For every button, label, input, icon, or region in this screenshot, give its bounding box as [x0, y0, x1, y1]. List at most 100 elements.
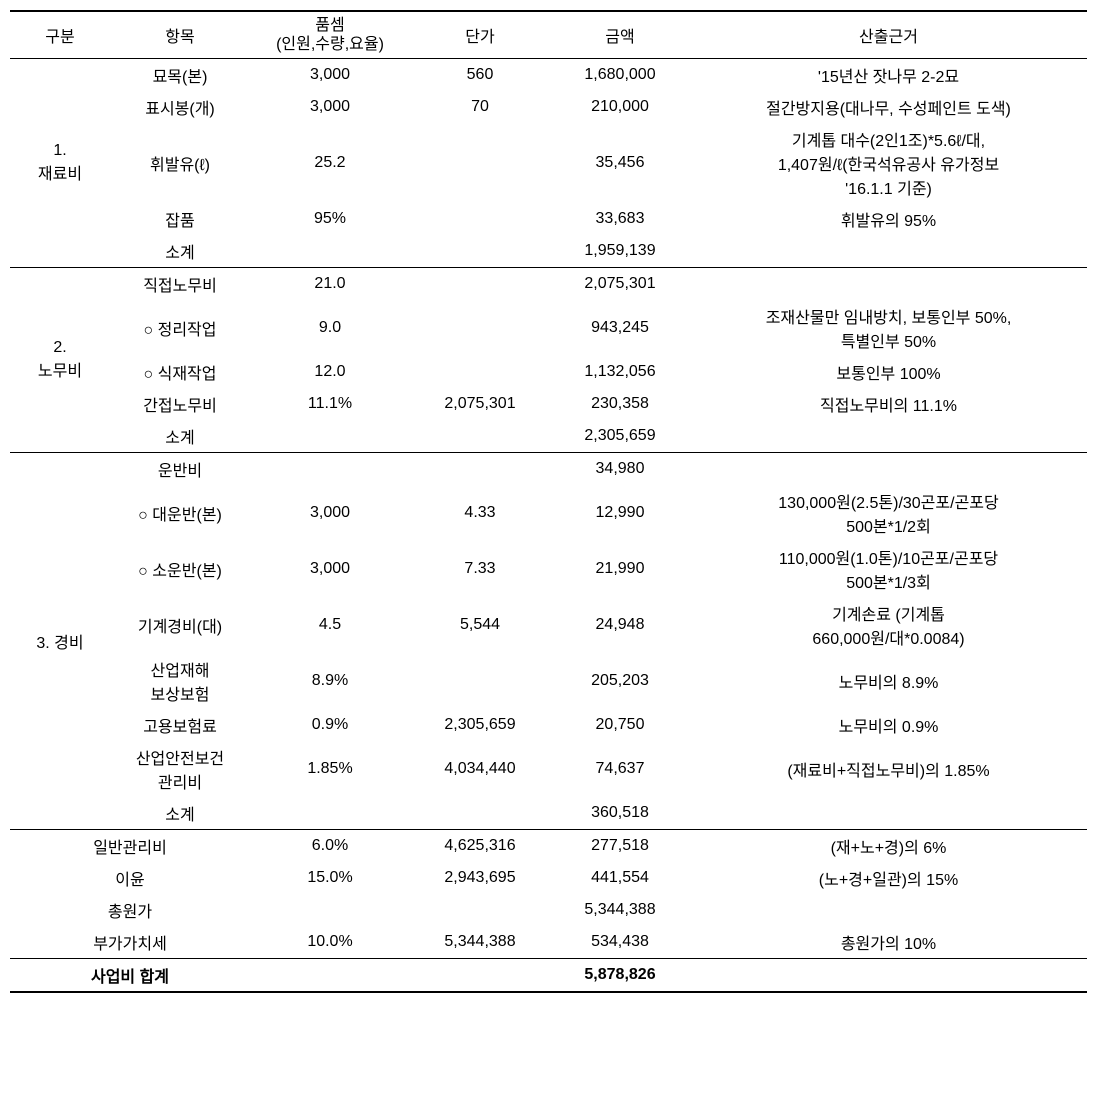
cost-table: 구분 항목 품셈 (인원,수량,요율) 단가 금액 산출근거 1. 재료비 묘목…	[10, 10, 1087, 993]
unit-cell: 4.33	[410, 485, 550, 541]
amount-cell: 1,680,000	[550, 59, 690, 92]
table-row: 잡품 95% 33,683 휘발유의 95%	[10, 203, 1087, 235]
amount-cell: 35,456	[550, 123, 690, 203]
amount-cell: 534,438	[550, 926, 690, 959]
item-cell: ○ 소운반(본)	[110, 541, 250, 597]
table-row: ○ 대운반(본) 3,000 4.33 12,990 130,000원(2.5톤…	[10, 485, 1087, 541]
amount-cell: 2,305,659	[550, 420, 690, 453]
unit-cell	[410, 453, 550, 486]
unit-cell	[410, 653, 550, 709]
table-row: 부가가치세 10.0% 5,344,388 534,438 총원가의 10%	[10, 926, 1087, 959]
category-cell: 1. 재료비	[10, 59, 110, 268]
item-cell: 잡품	[110, 203, 250, 235]
table-row: 간접노무비 11.1% 2,075,301 230,358 직접노무비의 11.…	[10, 388, 1087, 420]
amount-cell: 20,750	[550, 709, 690, 741]
table-row: 기계경비(대) 4.5 5,544 24,948 기계손료 (기계톱 660,0…	[10, 597, 1087, 653]
amount-cell: 2,075,301	[550, 268, 690, 301]
qty-cell: 15.0%	[250, 862, 410, 894]
basis-cell: (재+노+경)의 6%	[690, 830, 1087, 863]
unit-cell: 7.33	[410, 541, 550, 597]
item-cell: 소계	[110, 420, 250, 453]
unit-cell	[410, 235, 550, 268]
item-cell: 기계경비(대)	[110, 597, 250, 653]
qty-cell: 0.9%	[250, 709, 410, 741]
qty-cell: 4.5	[250, 597, 410, 653]
basis-cell: '15년산 잣나무 2-2묘	[690, 59, 1087, 92]
item-cell: 고용보험료	[110, 709, 250, 741]
basis-cell: 총원가의 10%	[690, 926, 1087, 959]
qty-cell	[250, 894, 410, 926]
unit-cell: 5,344,388	[410, 926, 550, 959]
amount-cell: 277,518	[550, 830, 690, 863]
unit-cell: 2,943,695	[410, 862, 550, 894]
basis-cell	[690, 420, 1087, 453]
item-cell: 운반비	[110, 453, 250, 486]
table-row: 산업재해 보상보험 8.9% 205,203 노무비의 8.9%	[10, 653, 1087, 709]
qty-cell: 11.1%	[250, 388, 410, 420]
basis-cell: 기계손료 (기계톱 660,000원/대*0.0084)	[690, 597, 1087, 653]
unit-cell	[410, 300, 550, 356]
item-cell: 직접노무비	[110, 268, 250, 301]
table-row: 총원가 5,344,388	[10, 894, 1087, 926]
qty-cell: 3,000	[250, 59, 410, 92]
table-row: 일반관리비 6.0% 4,625,316 277,518 (재+노+경)의 6%	[10, 830, 1087, 863]
basis-cell: (재료비+직접노무비)의 1.85%	[690, 741, 1087, 797]
basis-cell: 노무비의 0.9%	[690, 709, 1087, 741]
basis-cell: 휘발유의 95%	[690, 203, 1087, 235]
header-category: 구분	[10, 11, 110, 59]
amount-cell: 5,344,388	[550, 894, 690, 926]
amount-cell: 12,990	[550, 485, 690, 541]
item-cell: 산업안전보건 관리비	[110, 741, 250, 797]
table-row: ○ 식재작업 12.0 1,132,056 보통인부 100%	[10, 356, 1087, 388]
qty-cell: 95%	[250, 203, 410, 235]
amount-cell: 74,637	[550, 741, 690, 797]
total-amount-cell: 5,878,826	[550, 959, 690, 993]
item-cell: ○ 대운반(본)	[110, 485, 250, 541]
qty-cell: 3,000	[250, 91, 410, 123]
table-row: ○ 소운반(본) 3,000 7.33 21,990 110,000원(1.0톤…	[10, 541, 1087, 597]
header-amount: 금액	[550, 11, 690, 59]
amount-cell: 205,203	[550, 653, 690, 709]
amount-cell: 24,948	[550, 597, 690, 653]
amount-cell: 21,990	[550, 541, 690, 597]
total-row: 사업비 합계 5,878,826	[10, 959, 1087, 993]
basis-cell: (노+경+일관)의 15%	[690, 862, 1087, 894]
header-unit: 단가	[410, 11, 550, 59]
total-basis-cell	[690, 959, 1087, 993]
basis-cell: 기계톱 대수(2인1조)*5.6ℓ/대, 1,407원/ℓ(한국석유공사 유가정…	[690, 123, 1087, 203]
item-cell: ○ 정리작업	[110, 300, 250, 356]
header-row: 구분 항목 품셈 (인원,수량,요율) 단가 금액 산출근거	[10, 11, 1087, 59]
unit-cell	[410, 797, 550, 830]
basis-cell: 노무비의 8.9%	[690, 653, 1087, 709]
qty-cell: 3,000	[250, 541, 410, 597]
item-cell: 간접노무비	[110, 388, 250, 420]
table-row: ○ 정리작업 9.0 943,245 조재산물만 임내방치, 보통인부 50%,…	[10, 300, 1087, 356]
qty-cell	[250, 453, 410, 486]
qty-cell: 8.9%	[250, 653, 410, 709]
item-cell: 묘목(본)	[110, 59, 250, 92]
header-basis: 산출근거	[690, 11, 1087, 59]
amount-cell: 360,518	[550, 797, 690, 830]
basis-cell	[690, 268, 1087, 301]
header-qty-line1: 품셈	[256, 16, 404, 35]
qty-cell	[250, 235, 410, 268]
amount-cell: 1,959,139	[550, 235, 690, 268]
basis-cell	[690, 797, 1087, 830]
basis-cell: 보통인부 100%	[690, 356, 1087, 388]
unit-cell	[410, 268, 550, 301]
total-unit-cell	[410, 959, 550, 993]
amount-cell: 230,358	[550, 388, 690, 420]
amount-cell: 34,980	[550, 453, 690, 486]
header-item: 항목	[110, 11, 250, 59]
unit-cell: 2,305,659	[410, 709, 550, 741]
item-cell: 총원가	[10, 894, 250, 926]
unit-cell: 560	[410, 59, 550, 92]
table-row: 2. 노무비 직접노무비 21.0 2,075,301	[10, 268, 1087, 301]
table-row: 휘발유(ℓ) 25.2 35,456 기계톱 대수(2인1조)*5.6ℓ/대, …	[10, 123, 1087, 203]
table-row: 고용보험료 0.9% 2,305,659 20,750 노무비의 0.9%	[10, 709, 1087, 741]
qty-cell: 21.0	[250, 268, 410, 301]
unit-cell: 5,544	[410, 597, 550, 653]
unit-cell	[410, 123, 550, 203]
table-row: 소계 1,959,139	[10, 235, 1087, 268]
item-cell: 휘발유(ℓ)	[110, 123, 250, 203]
